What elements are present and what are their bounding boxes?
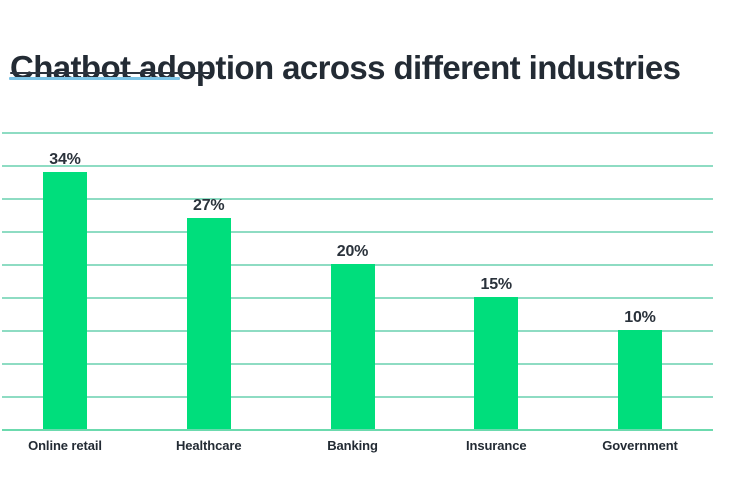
gridline — [2, 198, 713, 200]
bar-government — [618, 330, 662, 429]
value-label-insurance: 15% — [480, 276, 513, 293]
gridline — [2, 132, 713, 134]
chart-title: Chatbot adoption across different indust… — [10, 49, 681, 87]
category-label-healthcare: Healthcare — [176, 438, 242, 453]
category-label-government: Government — [602, 438, 678, 453]
gridline — [2, 231, 713, 233]
title-underline-dark-line — [10, 72, 210, 74]
value-label-banking: 20% — [336, 243, 369, 260]
bar-healthcare — [186, 217, 231, 429]
value-label-government: 10% — [624, 309, 656, 326]
category-label-online-retail: Online retail — [28, 438, 102, 453]
bar-insurance — [474, 297, 519, 429]
title-underline-blue-line — [9, 77, 180, 80]
value-label-online-retail: 34% — [49, 150, 81, 168]
category-label-insurance: Insurance — [465, 438, 527, 453]
bar-banking — [330, 264, 375, 429]
x-axis-baseline — [2, 429, 713, 431]
category-label-banking: Banking — [327, 438, 378, 453]
bar-online-retail — [43, 171, 87, 429]
value-label-healthcare: 27% — [193, 196, 225, 214]
